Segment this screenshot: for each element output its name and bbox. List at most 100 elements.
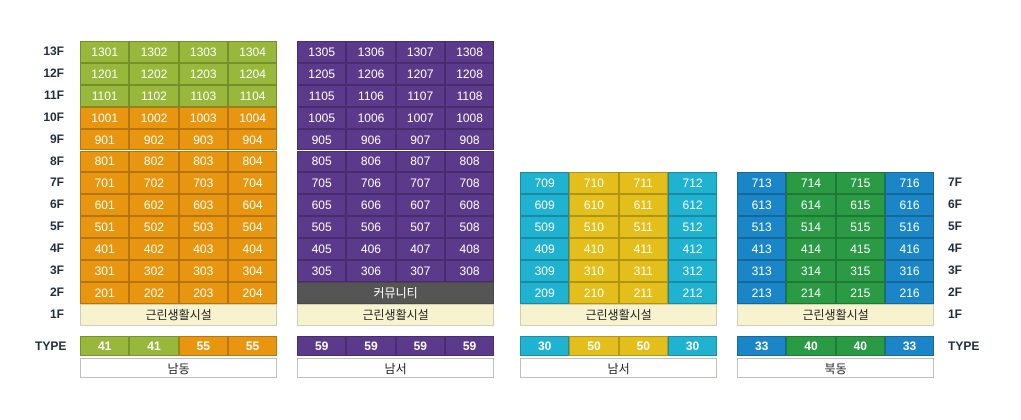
unit-cell: 713 — [737, 172, 787, 195]
type-cell: 55 — [227, 336, 278, 356]
unit-cell: 303 — [178, 260, 228, 282]
unit-cell: 211 — [618, 281, 668, 304]
unit-cell: 505 — [297, 216, 347, 239]
unit-cell: 701 — [80, 172, 130, 195]
unit-cell: 805 — [297, 150, 347, 173]
floor-label: 8F — [49, 153, 64, 168]
floor-label: 2F — [49, 284, 64, 299]
unit-cell: 212 — [667, 281, 718, 304]
unit-cell: 516 — [884, 216, 935, 239]
unit-cell: 309 — [520, 260, 570, 282]
floor-label: 7F — [49, 175, 64, 190]
direction-label: 남동 — [80, 358, 278, 378]
unit-cell: 1001 — [80, 106, 130, 129]
unit-cell: 606 — [346, 194, 396, 217]
unit-cell: 1205 — [297, 62, 347, 85]
unit-cell: 301 — [80, 260, 130, 282]
floor-label: 1F — [948, 306, 963, 321]
type-cell: 30 — [520, 336, 570, 356]
unit-cell: 906 — [346, 128, 396, 151]
unit-cell: 403 — [178, 238, 228, 260]
unit-cell: 401 — [80, 238, 130, 260]
unit-cell: 1201 — [80, 62, 130, 85]
unit-cell: 508 — [444, 216, 495, 239]
unit-cell: 603 — [178, 194, 228, 217]
unit-cell: 714 — [786, 172, 836, 195]
direction-label: 남서 — [297, 358, 495, 378]
unit-cell: 712 — [667, 172, 718, 195]
type-cell: 59 — [395, 336, 445, 356]
floor-label: 4F — [49, 241, 64, 256]
floor-label: 6F — [49, 197, 64, 212]
unit-cell: 806 — [346, 150, 396, 173]
type-cell: 50 — [569, 336, 619, 356]
unit-cell: 601 — [80, 194, 130, 217]
unit-cell: 1208 — [444, 62, 495, 85]
unit-cell: 1305 — [297, 41, 347, 63]
unit-cell: 414 — [786, 238, 836, 260]
unit-cell: 313 — [737, 260, 787, 282]
unit-cell: 614 — [786, 194, 836, 217]
unit-cell: 1203 — [178, 62, 228, 85]
unit-cell: 1306 — [346, 41, 396, 63]
unit-cell: 406 — [346, 238, 396, 260]
unit-cell: 708 — [444, 172, 495, 195]
unit-cell: 415 — [835, 238, 885, 260]
floor-label: 1F — [49, 306, 64, 321]
unit-cell: 506 — [346, 216, 396, 239]
unit-cell: 1108 — [444, 84, 495, 107]
unit-cell: 715 — [835, 172, 885, 195]
type-cell: 40 — [835, 336, 885, 356]
unit-cell: 801 — [80, 150, 130, 173]
unit-cell: 615 — [835, 194, 885, 217]
type-cell: 50 — [618, 336, 668, 356]
unit-cell: 707 — [395, 172, 445, 195]
unit-cell: 202 — [129, 281, 179, 304]
unit-cell: 905 — [297, 128, 347, 151]
type-cell: 33 — [737, 336, 787, 356]
type-cell: 30 — [667, 336, 718, 356]
unit-cell: 514 — [786, 216, 836, 239]
unit-cell: 215 — [835, 281, 885, 304]
unit-cell: 509 — [520, 216, 570, 239]
unit-cell: 602 — [129, 194, 179, 217]
unit-cell: 308 — [444, 260, 495, 282]
unit-cell: 204 — [227, 281, 278, 304]
unit-cell: 1308 — [444, 41, 495, 63]
unit-cell: 607 — [395, 194, 445, 217]
unit-cell: 1102 — [129, 84, 179, 107]
unit-cell: 613 — [737, 194, 787, 217]
floor-label: 6F — [948, 197, 963, 212]
amenity-bar: 근린생활시설 — [520, 303, 718, 326]
unit-cell: 907 — [395, 128, 445, 151]
type-cell: 40 — [786, 336, 836, 356]
unit-cell: 213 — [737, 281, 787, 304]
unit-cell: 704 — [227, 172, 278, 195]
unit-cell: 305 — [297, 260, 347, 282]
unit-cell: 216 — [884, 281, 935, 304]
unit-cell: 705 — [297, 172, 347, 195]
unit-cell: 404 — [227, 238, 278, 260]
floor-label: 9F — [49, 131, 64, 146]
unit-cell: 611 — [618, 194, 668, 217]
unit-cell: 706 — [346, 172, 396, 195]
type-cell: 33 — [884, 336, 935, 356]
unit-cell: 1002 — [129, 106, 179, 129]
type-cell: 59 — [444, 336, 495, 356]
unit-cell: 1107 — [395, 84, 445, 107]
unit-cell: 1304 — [227, 41, 278, 63]
unit-cell: 411 — [618, 238, 668, 260]
amenity-bar: 근린생활시설 — [297, 303, 495, 326]
unit-cell: 1006 — [346, 106, 396, 129]
unit-cell: 1301 — [80, 41, 130, 63]
unit-cell: 416 — [884, 238, 935, 260]
floor-label: 12F — [43, 65, 64, 80]
type-cell: 55 — [178, 336, 228, 356]
unit-cell: 1005 — [297, 106, 347, 129]
unit-cell: 710 — [569, 172, 619, 195]
floor-label: 3F — [49, 263, 64, 277]
unit-cell: 407 — [395, 238, 445, 260]
unit-cell: 1302 — [129, 41, 179, 63]
type-cell: 59 — [297, 336, 347, 356]
floor-label: 5F — [948, 219, 963, 234]
